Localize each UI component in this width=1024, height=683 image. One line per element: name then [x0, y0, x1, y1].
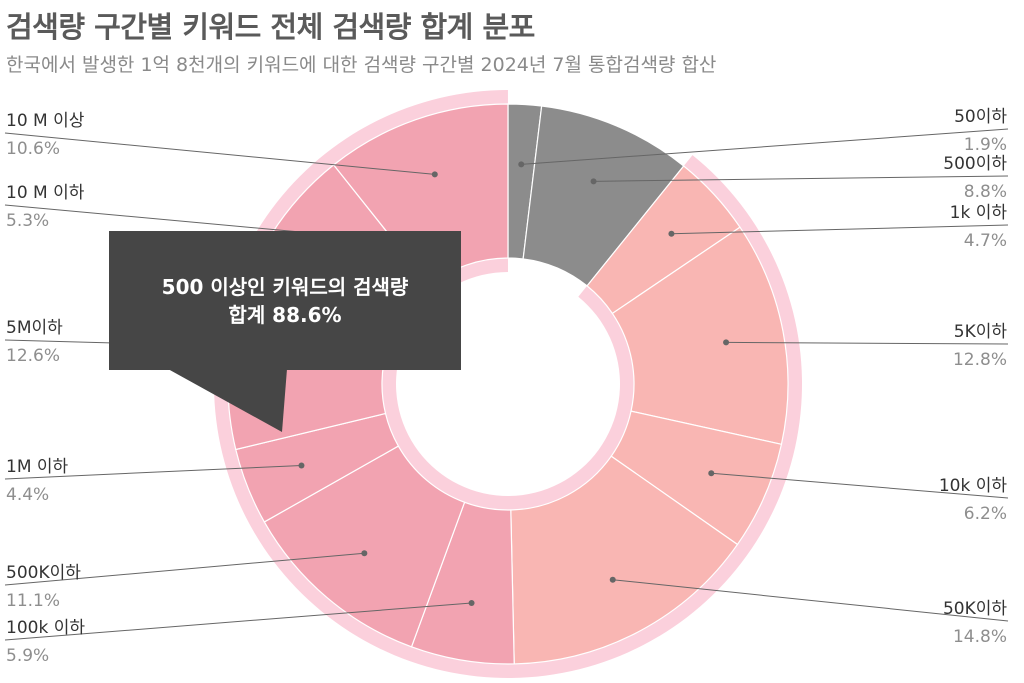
slice-value-9: 4.4%: [6, 485, 49, 505]
leader-line-7: [4, 602, 472, 641]
callout-line1: 500 이상인 키워드의 검색량: [161, 275, 409, 299]
leader-dot-4: [723, 339, 730, 346]
leader-line-11: [4, 204, 343, 237]
slice-label-6: 50K이하: [943, 599, 1007, 619]
slice-label-7: 100k 이하: [6, 618, 85, 638]
slice-label-1: 50이하: [954, 107, 1007, 127]
leader-dot-9: [298, 462, 305, 469]
chart-subtitle: 한국에서 발생한 1억 8천개의 키워드에 대한 검색량 구간별 2024년 7…: [6, 54, 717, 76]
slice-label-8: 500K이하: [6, 563, 81, 583]
leader-line-12: [4, 132, 435, 175]
slice-value-4: 12.8%: [953, 350, 1007, 370]
slice-label-4: 5K이하: [954, 322, 1008, 342]
leader-line-2: [593, 175, 1009, 182]
leader-line-8: [4, 552, 365, 586]
slice-label-5: 10k 이하: [939, 476, 1008, 496]
slice-value-12: 10.6%: [6, 139, 60, 159]
leader-dot-2: [590, 178, 597, 185]
slice-value-1: 1.9%: [964, 135, 1007, 155]
slice-8: [263, 445, 466, 648]
leader-dot-1: [518, 161, 525, 168]
slice-value-8: 11.1%: [6, 591, 60, 611]
slices: [227, 103, 789, 665]
slice-label-9: 1M 이하: [6, 457, 69, 477]
slice-label-12: 10 M 이상: [6, 111, 85, 131]
leader-line-5: [711, 472, 1009, 499]
slice-labels: 50이하 1.9%500이하 8.8%1k 이하 4.7% 5K이하 12.8% 10k 이…: [6, 107, 1007, 666]
slice-label-11: 10 M 이하: [6, 183, 85, 203]
slice-value-10: 12.6%: [6, 346, 60, 366]
leader-dot-7: [468, 599, 475, 606]
leader-dot-8: [361, 550, 368, 557]
leader-line-1: [521, 128, 1009, 165]
leader-line-6: [612, 579, 1009, 622]
leader-dot-12: [431, 171, 438, 178]
slice-value-11: 5.3%: [6, 211, 49, 231]
slice-label-10: 5M이하: [6, 318, 63, 338]
leader-lines: [4, 128, 1009, 641]
callout-box: 500 이상인 키워드의 검색량 합계 88.6%: [109, 231, 461, 370]
leader-line-3: [671, 224, 1009, 235]
leader-dot-6: [609, 576, 616, 583]
chart-title: 검색량 구간별 키워드 전체 검색량 합계 분포: [6, 10, 535, 44]
slice-value-3: 4.7%: [964, 231, 1007, 251]
leader-dot-3: [668, 230, 675, 237]
slice-label-2: 500이하: [943, 154, 1007, 174]
leader-dot-5: [708, 470, 715, 477]
callout-line2: 합계 88.6%: [228, 303, 342, 327]
slice-value-7: 5.9%: [6, 646, 49, 666]
slice-value-5: 6.2%: [964, 504, 1007, 524]
slice-value-6: 14.8%: [953, 627, 1007, 647]
leader-line-4: [726, 341, 1009, 345]
leader-line-9: [4, 464, 302, 480]
slice-value-2: 8.8%: [964, 182, 1007, 202]
slice-6: [510, 455, 739, 665]
slice-label-3: 1k 이하: [950, 203, 1008, 223]
slice-4: [611, 226, 789, 446]
